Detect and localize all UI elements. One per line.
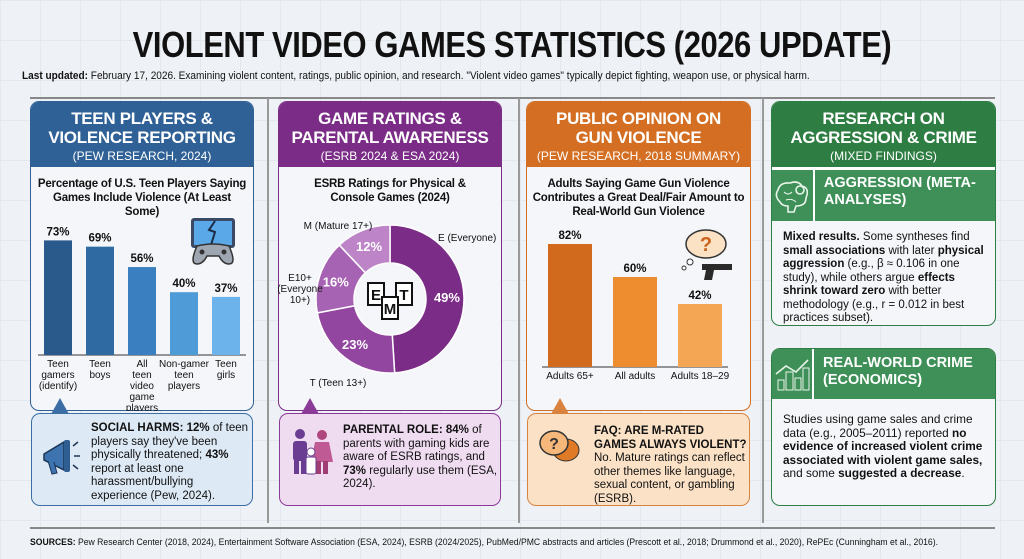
category-label: players [168,381,200,392]
donut-slice [338,224,391,274]
category-label: All adults [615,371,656,382]
callout-text: PARENTAL ROLE: 84% of parents with gamin… [343,424,498,490]
chart-title: Percentage of U.S. Teen Players Saying G… [37,178,247,218]
bar-value-label: 37% [214,283,237,295]
brain-gear-icon [772,170,815,221]
rating-badge [395,282,413,306]
category-label: Teen [89,359,111,370]
panel-source: (PEW RESEARCH, 2018 SUMMARY) [536,149,741,163]
bar-value-label: 73% [46,226,69,238]
category-label: Adults 65+ [546,371,594,382]
slice-category-label: 10+) [290,295,310,306]
category-label: All [136,359,147,370]
callout-pointer [50,398,70,416]
research-panel: RESEARCH ON AGGRESSION & CRIME (MIXED FI… [771,101,996,326]
slice-category-label: M (Mature 17+) [304,221,373,232]
faq-callout: ? FAQ: ARE M-RATED GAMES ALWAYS VIOLENT?… [527,413,750,506]
city-chart-icon [772,349,814,399]
aggression-text: Mixed results. Some syntheses find small… [783,231,984,324]
family-icon [288,428,336,483]
category-label: Adults 18–29 [671,371,730,382]
donut-slice [389,224,465,374]
bar [86,246,114,355]
slice-value-label: 23% [342,337,368,352]
bar-value-label: 60% [623,263,646,275]
slice-category-label: E (Everyone) [438,233,496,244]
slice-category-label: (Everyone [278,284,323,295]
bar [548,244,592,367]
divider [267,98,269,523]
bar [212,296,240,355]
panel-title: RESEARCH ON AGGRESSION & CRIME [790,109,977,147]
teen-violence-bar-chart: 73%Teengamers(identify)69%Teenboys56%All… [38,226,246,411]
panel-title: TEEN PLAYERS & VIOLENCE REPORTING [48,109,236,147]
thought-bubble-gun-icon: ? [678,228,738,289]
bar [44,240,72,355]
callout-pointer [550,398,570,416]
rating-badge-letter: M [384,301,397,318]
rating-badge-letter: T [399,287,408,304]
chart-title: ESRB Ratings for Physical & Console Game… [314,178,466,204]
crime-title: REAL-WORLD CRIME (ECONOMICS) [823,355,973,388]
bar-value-label: 40% [172,278,195,290]
bar-value-label: 42% [688,290,711,302]
category-label: game [129,392,154,403]
esrb-donut-chart: 49%23%16%12%E (Everyone)T (Teen 13+)E10+… [278,221,496,389]
bar [128,267,156,355]
panel-source: (ESRB 2024 & ESA 2024) [320,149,460,163]
bar [678,304,722,367]
callout-text: SOCIAL HARMS: 12% of teen players say th… [91,422,249,502]
category-label: Teen [215,359,237,370]
rating-badge-letter: E [371,287,381,304]
slice-value-label: 16% [323,274,349,289]
megaphone-icon [38,434,80,483]
category-label: (identify) [39,381,77,392]
callout-text: FAQ: ARE M-RATED GAMES ALWAYS VIOLENT? N… [594,425,747,505]
category-label: girls [217,370,235,381]
category-label: players [126,403,158,411]
bar-value-label: 69% [88,233,111,245]
esrb-rating-badges-icon: E TM [367,282,413,320]
slice-value-label: 49% [434,290,460,305]
bar [170,292,198,355]
rating-badge [381,296,399,320]
broken-screen-gamepad-icon [187,216,239,273]
gun-violence-bar-chart: 82% Adults 65+ 60% All adults 42% Adults 18–2… [542,230,730,382]
aggression-title: AGGRESSION (META-ANALYSES) [823,175,976,208]
callout-pointer [300,398,320,416]
divider [762,98,764,523]
panel-source: (PEW RESEARCH, 2024) [72,149,212,163]
category-label: video [130,381,154,392]
category-label: Non-gamer [159,359,210,370]
category-label: gamers [41,370,74,381]
page-title: VIOLENT VIDEO GAMES STATISTICS (2026 UPD… [132,24,892,65]
sources-footer: SOURCES: Pew Research Center (2018, 2024… [30,537,939,548]
slice-value-label: 12% [356,239,382,254]
category-label: teen [174,370,193,381]
category-label: teen [132,370,151,381]
divider [30,527,995,529]
svg-text:?: ? [700,234,712,256]
panel-source: (MIXED FINDINGS) [830,149,937,163]
slice-category-label: E10+ [288,273,312,284]
divider [30,97,995,99]
chart-title: Adults Saying Game Gun Violence Contribu… [532,178,745,218]
panel-title: PUBLIC OPINION ON GUN VIOLENCE [556,109,721,147]
divider [518,98,520,523]
category-label: boys [89,370,110,381]
real-world-crime-panel: REAL-WORLD CRIME (ECONOMICS) Studies usi… [771,348,996,506]
question-chat-icon: ? [538,428,582,473]
bar [613,277,657,367]
bar-value-label: 82% [558,230,581,242]
bar-value-label: 56% [130,253,153,265]
svg-text:?: ? [549,436,559,453]
crime-text: Studies using game sales and crime data … [783,412,983,480]
social-harms-callout: SOCIAL HARMS: 12% of teen players say th… [31,413,253,506]
panel-title: GAME RATINGS & PARENTAL AWARENESS [291,109,489,147]
page-subtitle: Last updated: February 17, 2026. Examini… [22,70,810,82]
category-label: Teen [47,359,69,370]
slice-category-label: T (Teen 13+) [310,378,367,389]
rating-badge [367,282,385,306]
parental-role-callout: PARENTAL ROLE: 84% of parents with gamin… [279,413,501,506]
